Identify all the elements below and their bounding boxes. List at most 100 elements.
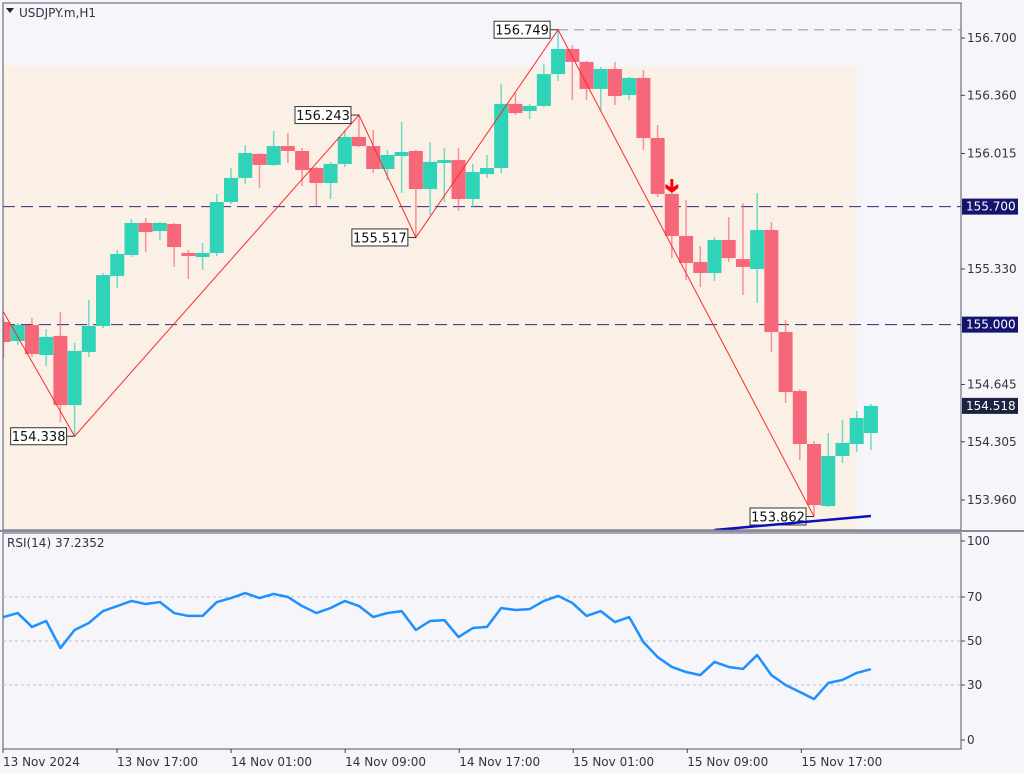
candle-body xyxy=(39,336,54,355)
candle[interactable] xyxy=(39,329,54,366)
candle[interactable] xyxy=(607,61,622,105)
candle[interactable] xyxy=(863,404,878,451)
candle[interactable] xyxy=(110,249,125,289)
candle-body xyxy=(536,74,551,106)
candle[interactable] xyxy=(679,200,694,280)
candle-body xyxy=(693,262,708,274)
candle[interactable] xyxy=(764,221,779,352)
candle[interactable] xyxy=(138,218,153,252)
trendline[interactable] xyxy=(714,514,872,530)
candle-body xyxy=(607,69,622,96)
candle[interactable] xyxy=(579,60,594,101)
time-tick-label: 13 Nov 2024 xyxy=(3,755,80,769)
candle[interactable] xyxy=(224,167,239,205)
symbol-timeframe-label: USDJPY.m,H1 xyxy=(19,6,96,20)
candle[interactable] xyxy=(792,389,807,461)
candle-body xyxy=(565,48,580,62)
candle[interactable] xyxy=(337,130,352,167)
candle[interactable] xyxy=(494,84,509,174)
candle[interactable] xyxy=(24,318,39,357)
zigzag-label: 154.338 xyxy=(10,427,75,446)
candle[interactable] xyxy=(551,29,566,81)
zigzag-label-text: 155.517 xyxy=(353,231,407,246)
candle[interactable] xyxy=(721,217,736,263)
candle[interactable] xyxy=(280,132,295,163)
rsi-tick-label: 50 xyxy=(967,634,982,648)
candle[interactable] xyxy=(522,103,537,119)
candle[interactable] xyxy=(622,76,637,101)
price-tick-label: 155.330 xyxy=(967,262,1017,276)
candle-body xyxy=(96,275,111,326)
candle[interactable] xyxy=(750,192,765,304)
rsi-tick-label: 70 xyxy=(967,590,982,604)
candle[interactable] xyxy=(195,243,210,270)
candle-body xyxy=(465,172,480,200)
candle[interactable] xyxy=(124,219,139,258)
candle-body xyxy=(337,136,352,164)
candle[interactable] xyxy=(423,142,438,216)
time-tick-label: 14 Nov 17:00 xyxy=(459,755,540,769)
candle[interactable] xyxy=(394,121,409,193)
price-tick-label: 156.015 xyxy=(967,146,1017,160)
candle[interactable] xyxy=(181,249,196,279)
time-tick-label: 15 Nov 17:00 xyxy=(801,755,882,769)
candle[interactable] xyxy=(693,246,708,288)
zigzag-label-box xyxy=(10,427,68,446)
candle-body xyxy=(479,167,494,175)
candle[interactable] xyxy=(266,131,281,166)
candle[interactable] xyxy=(735,203,750,295)
candle[interactable] xyxy=(366,130,381,174)
candle[interactable] xyxy=(167,222,182,267)
candle[interactable] xyxy=(252,152,267,189)
candle[interactable] xyxy=(508,92,523,116)
candle[interactable] xyxy=(81,300,96,357)
candle[interactable] xyxy=(152,221,167,240)
price-plot: 154.338 156.243 155.517 156.749 153.862 xyxy=(3,20,961,530)
candle[interactable] xyxy=(821,433,836,508)
candle[interactable] xyxy=(778,320,793,404)
candle-body xyxy=(636,77,651,138)
candle[interactable] xyxy=(536,63,551,107)
candle[interactable] xyxy=(323,161,338,200)
zigzag-label-box xyxy=(493,20,551,39)
candle-body xyxy=(423,161,438,190)
candle-body xyxy=(167,223,182,248)
candle[interactable] xyxy=(209,193,224,256)
chart-title[interactable]: USDJPY.m,H1 xyxy=(6,6,96,20)
candle[interactable] xyxy=(96,273,111,328)
candle-body xyxy=(735,259,750,267)
candle[interactable] xyxy=(835,420,850,464)
candle[interactable] xyxy=(636,70,651,150)
zigzag-label-box xyxy=(351,228,409,247)
candle[interactable] xyxy=(807,440,822,517)
candle[interactable] xyxy=(593,66,608,110)
candle[interactable] xyxy=(479,155,494,178)
candle[interactable] xyxy=(238,145,253,185)
candle[interactable] xyxy=(352,115,366,147)
candle[interactable] xyxy=(437,147,452,203)
candle-body xyxy=(81,325,96,352)
candle-body xyxy=(24,324,39,354)
candle-body xyxy=(437,160,452,163)
candle[interactable] xyxy=(849,410,864,452)
candle[interactable] xyxy=(650,124,665,197)
candle[interactable] xyxy=(53,311,68,422)
candle[interactable] xyxy=(380,149,395,180)
triangle-down-icon[interactable] xyxy=(6,8,14,13)
candle-body xyxy=(764,230,779,333)
candle-body xyxy=(280,146,295,151)
candle-body xyxy=(408,150,423,190)
candle[interactable] xyxy=(309,166,324,206)
candle[interactable] xyxy=(664,192,679,259)
candle[interactable] xyxy=(10,322,25,346)
candle[interactable] xyxy=(465,163,480,207)
candle[interactable] xyxy=(408,149,423,238)
candle-body xyxy=(195,252,210,258)
candle[interactable] xyxy=(67,342,82,437)
candle[interactable] xyxy=(707,236,722,281)
candle[interactable] xyxy=(565,45,580,101)
time-tick-label: 15 Nov 09:00 xyxy=(687,755,768,769)
price-panel[interactable]: 154.338 156.243 155.517 156.749 153.862 xyxy=(0,2,1024,532)
candle-body xyxy=(792,391,807,444)
